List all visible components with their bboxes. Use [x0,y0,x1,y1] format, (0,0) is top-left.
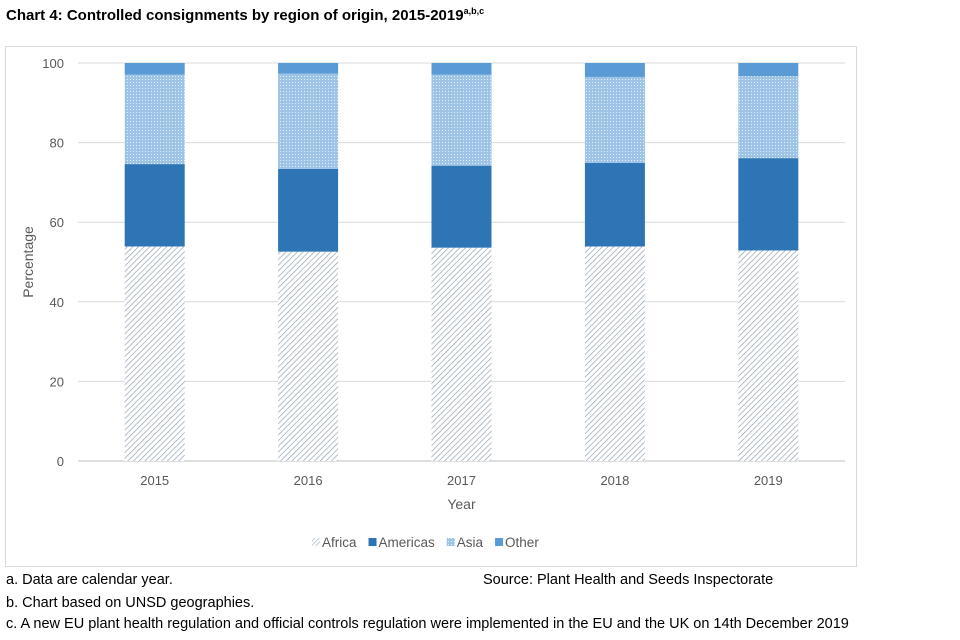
bar-americas-2016 [278,168,339,252]
bar-other-2016 [278,63,339,74]
bar-americas-2018 [584,162,645,247]
x-tick-label: 2018 [600,473,629,488]
x-tick-label: 2019 [754,473,783,488]
bar-africa-2017 [431,247,492,461]
y-tick-label: 20 [50,374,64,389]
legend-label-other: Other [505,535,539,550]
chart-frame [5,46,857,567]
bar-asia-2017 [431,74,492,166]
bar-other-2019 [738,63,799,77]
chart-title: Chart 4: Controlled consignments by regi… [6,6,485,24]
x-tick-label: 2016 [294,473,323,488]
bar-other-2017 [431,63,492,75]
legend-label-americas: Americas [379,535,436,550]
bar-other-2018 [584,63,645,77]
legend-label-asia: Asia [457,535,484,550]
legend-label-africa: Africa [322,535,357,550]
footnote-b: b. Chart based on UNSD geographies. [6,595,255,611]
y-axis-label: Percentage [20,226,36,298]
legend-swatch-americas [368,538,377,546]
y-tick-label: 80 [50,136,64,151]
bar-africa-2018 [584,246,645,461]
legend-swatch-asia [446,538,455,546]
bar-asia-2019 [738,76,799,159]
x-axis-label: Year [447,496,476,512]
x-tick-label: 2017 [447,473,476,488]
bar-americas-2015 [124,164,185,247]
legend-swatch-other [495,538,504,546]
bar-other-2015 [124,63,185,75]
bar-americas-2019 [738,158,799,251]
footnote-c: c. A new EU plant health regulation and … [6,616,849,632]
bar-africa-2019 [738,250,799,461]
bar-asia-2015 [124,74,185,165]
y-tick-label: 40 [50,295,64,310]
bar-africa-2015 [124,246,185,461]
legend-swatch-africa [312,538,320,546]
x-tick-label: 2015 [140,473,169,488]
bar-asia-2016 [278,73,339,169]
footnote-a: a. Data are calendar year. [6,572,173,588]
y-tick-label: 100 [42,56,64,71]
y-tick-label: 0 [57,454,64,469]
bar-africa-2016 [278,251,339,461]
bar-americas-2017 [431,165,492,248]
y-tick-label: 60 [50,215,64,230]
source-note: Source: Plant Health and Seeds Inspector… [483,572,774,588]
bar-asia-2018 [584,76,645,163]
